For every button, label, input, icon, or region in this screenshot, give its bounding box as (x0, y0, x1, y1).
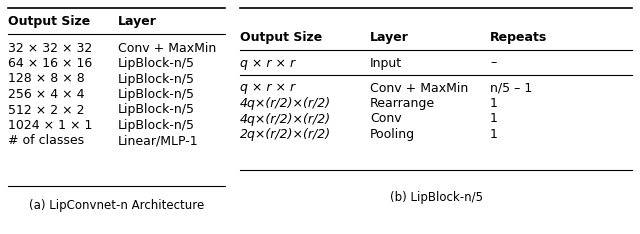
Text: n/5 – 1: n/5 – 1 (490, 81, 532, 95)
Text: 4q×(r/2)×(r/2): 4q×(r/2)×(r/2) (240, 97, 331, 110)
Text: Layer: Layer (370, 30, 409, 44)
Text: # of classes: # of classes (8, 135, 84, 147)
Text: 256 × 4 × 4: 256 × 4 × 4 (8, 88, 84, 101)
Text: 1: 1 (490, 97, 498, 110)
Text: 1: 1 (490, 113, 498, 125)
Text: Layer: Layer (118, 15, 157, 29)
Text: 2q×(r/2)×(r/2): 2q×(r/2)×(r/2) (240, 128, 331, 141)
Text: 1024 × 1 × 1: 1024 × 1 × 1 (8, 119, 92, 132)
Text: –: – (490, 56, 496, 69)
Text: (a) LipConvnet-n Architecture: (a) LipConvnet-n Architecture (29, 198, 204, 212)
Text: 32 × 32 × 32: 32 × 32 × 32 (8, 41, 92, 55)
Text: LipBlock-n/5: LipBlock-n/5 (118, 119, 195, 132)
Text: (b) LipBlock-n/5: (b) LipBlock-n/5 (390, 191, 483, 205)
Text: Repeats: Repeats (490, 30, 547, 44)
Text: Rearrange: Rearrange (370, 97, 435, 110)
Text: 64 × 16 × 16: 64 × 16 × 16 (8, 57, 92, 70)
Text: Conv: Conv (370, 113, 402, 125)
Text: q × r × r: q × r × r (240, 81, 295, 95)
Text: Conv + MaxMin: Conv + MaxMin (370, 81, 468, 95)
Text: Output Size: Output Size (240, 30, 323, 44)
Text: Linear/MLP-1: Linear/MLP-1 (118, 135, 198, 147)
Text: 1: 1 (490, 128, 498, 141)
Text: Pooling: Pooling (370, 128, 415, 141)
Text: Output Size: Output Size (8, 15, 90, 29)
Text: LipBlock-n/5: LipBlock-n/5 (118, 57, 195, 70)
Text: Input: Input (370, 56, 402, 69)
Text: LipBlock-n/5: LipBlock-n/5 (118, 88, 195, 101)
Text: 4q×(r/2)×(r/2): 4q×(r/2)×(r/2) (240, 113, 331, 125)
Text: LipBlock-n/5: LipBlock-n/5 (118, 103, 195, 117)
Text: q × r × r: q × r × r (240, 56, 295, 69)
Text: 128 × 8 × 8: 128 × 8 × 8 (8, 73, 84, 85)
Text: Conv + MaxMin: Conv + MaxMin (118, 41, 216, 55)
Text: LipBlock-n/5: LipBlock-n/5 (118, 73, 195, 85)
Text: 512 × 2 × 2: 512 × 2 × 2 (8, 103, 84, 117)
